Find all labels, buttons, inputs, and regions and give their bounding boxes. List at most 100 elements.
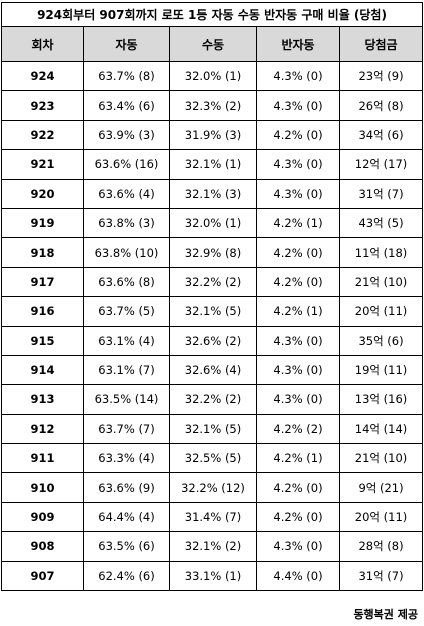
cell-prize: 26억 (8) bbox=[338, 90, 424, 121]
cell-manual: 33.1% (1) bbox=[169, 560, 257, 592]
cell-prize: 9억 (21) bbox=[338, 472, 424, 503]
cell-auto: 64.4% (4) bbox=[83, 501, 170, 533]
cell-manual: 32.1% (2) bbox=[169, 531, 257, 562]
cell-round: 913 bbox=[1, 384, 84, 415]
cell-prize: 43억 (5) bbox=[338, 207, 424, 239]
cell-semi-auto: 4.2% (0) bbox=[256, 237, 340, 268]
cell-semi-auto: 4.2% (0) bbox=[256, 119, 340, 151]
cell-round: 919 bbox=[1, 207, 84, 239]
cell-semi-auto: 4.3% (0) bbox=[256, 90, 340, 121]
cell-auto: 63.6% (9) bbox=[83, 472, 170, 503]
cell-manual: 32.9% (8) bbox=[169, 237, 257, 268]
table-row: 915 63.1% (4) 32.6% (2) 4.3% (0) 35억 (6) bbox=[1, 325, 424, 356]
cell-prize: 19억 (11) bbox=[338, 354, 424, 386]
table-row: 918 63.8% (10) 32.9% (8) 4.2% (0) 11억 (18) bbox=[1, 237, 424, 268]
cell-semi-auto: 4.3% (0) bbox=[256, 531, 340, 562]
cell-round: 907 bbox=[1, 560, 84, 592]
cell-auto: 63.3% (4) bbox=[83, 443, 170, 474]
cell-auto: 63.8% (10) bbox=[83, 237, 170, 268]
cell-manual: 32.1% (5) bbox=[169, 413, 257, 445]
cell-round: 915 bbox=[1, 325, 84, 356]
cell-semi-auto: 4.3% (0) bbox=[256, 325, 340, 356]
cell-semi-auto: 4.2% (1) bbox=[256, 296, 340, 327]
cell-auto: 63.6% (8) bbox=[83, 266, 170, 298]
cell-prize: 34억 (6) bbox=[338, 119, 424, 151]
cell-semi-auto: 4.2% (0) bbox=[256, 472, 340, 503]
cell-manual: 32.1% (5) bbox=[169, 296, 257, 327]
cell-round: 908 bbox=[1, 531, 84, 562]
cell-prize: 28억 (8) bbox=[338, 531, 424, 562]
cell-semi-auto: 4.3% (0) bbox=[256, 354, 340, 386]
cell-round: 909 bbox=[1, 501, 84, 533]
cell-manual: 31.9% (3) bbox=[169, 119, 257, 151]
table-row: 923 63.4% (6) 32.3% (2) 4.3% (0) 26억 (8) bbox=[1, 90, 424, 121]
cell-round: 912 bbox=[1, 413, 84, 445]
cell-manual: 32.6% (4) bbox=[169, 354, 257, 386]
table-row: 911 63.3% (4) 32.5% (5) 4.2% (1) 21억 (10) bbox=[1, 443, 424, 474]
cell-semi-auto: 4.4% (0) bbox=[256, 560, 340, 592]
table-row: 924 63.7% (8) 32.0% (1) 4.3% (0) 23억 (9) bbox=[1, 60, 424, 92]
header-auto: 자동 bbox=[83, 26, 170, 62]
cell-prize: 21억 (10) bbox=[338, 266, 424, 298]
table-row: 922 63.9% (3) 31.9% (3) 4.2% (0) 34억 (6) bbox=[1, 119, 424, 151]
cell-semi-auto: 4.2% (1) bbox=[256, 443, 340, 474]
table-row: 910 63.6% (9) 32.2% (12) 4.2% (0) 9억 (21) bbox=[1, 472, 424, 503]
cell-auto: 63.1% (4) bbox=[83, 325, 170, 356]
cell-manual: 32.5% (5) bbox=[169, 443, 257, 474]
cell-auto: 63.5% (6) bbox=[83, 531, 170, 562]
cell-semi-auto: 4.2% (1) bbox=[256, 207, 340, 239]
cell-round: 914 bbox=[1, 354, 84, 386]
cell-manual: 32.6% (2) bbox=[169, 325, 257, 356]
table-title: 924회부터 907회까지 로또 1등 자동 수동 반자동 구매 비율 (당첨) bbox=[0, 2, 424, 27]
cell-auto: 63.7% (7) bbox=[83, 413, 170, 445]
header-prize: 당첨금 bbox=[338, 26, 424, 62]
cell-manual: 32.2% (2) bbox=[169, 384, 257, 415]
cell-auto: 63.7% (5) bbox=[83, 296, 170, 327]
cell-prize: 20억 (11) bbox=[338, 501, 424, 533]
cell-auto: 63.5% (14) bbox=[83, 384, 170, 415]
cell-auto: 63.4% (6) bbox=[83, 90, 170, 121]
cell-manual: 32.2% (12) bbox=[169, 472, 257, 503]
table-row: 916 63.7% (5) 32.1% (5) 4.2% (1) 20억 (11) bbox=[1, 296, 424, 327]
cell-round: 922 bbox=[1, 119, 84, 151]
cell-manual: 32.3% (2) bbox=[169, 90, 257, 121]
cell-round: 923 bbox=[1, 90, 84, 121]
cell-auto: 63.8% (3) bbox=[83, 207, 170, 239]
table-row: 920 63.6% (4) 32.1% (3) 4.3% (0) 31억 (7) bbox=[1, 178, 424, 209]
cell-manual: 32.1% (1) bbox=[169, 149, 257, 180]
table-header-row: 회차 자동 수동 반자동 당첨금 bbox=[1, 26, 424, 62]
cell-prize: 23억 (9) bbox=[338, 60, 424, 92]
header-manual: 수동 bbox=[169, 26, 257, 62]
source-credit: 동행복권 제공 bbox=[353, 608, 418, 621]
lotto-ratio-table: 924회부터 907회까지 로또 1등 자동 수동 반자동 구매 비율 (당첨)… bbox=[0, 2, 424, 592]
table-row: 912 63.7% (7) 32.1% (5) 4.2% (2) 14억 (14) bbox=[1, 413, 424, 445]
table-row: 919 63.8% (3) 32.0% (1) 4.2% (1) 43억 (5) bbox=[1, 207, 424, 239]
cell-semi-auto: 4.3% (0) bbox=[256, 178, 340, 209]
cell-semi-auto: 4.2% (0) bbox=[256, 266, 340, 298]
header-round: 회차 bbox=[1, 26, 84, 62]
cell-round: 924 bbox=[1, 60, 84, 92]
table-row: 909 64.4% (4) 31.4% (7) 4.2% (0) 20억 (11) bbox=[1, 501, 424, 533]
table-row: 908 63.5% (6) 32.1% (2) 4.3% (0) 28억 (8) bbox=[1, 531, 424, 562]
cell-round: 916 bbox=[1, 296, 84, 327]
cell-prize: 20억 (11) bbox=[338, 296, 424, 327]
cell-semi-auto: 4.2% (0) bbox=[256, 501, 340, 533]
table-title-row: 924회부터 907회까지 로또 1등 자동 수동 반자동 구매 비율 (당첨) bbox=[0, 2, 424, 27]
cell-manual: 31.4% (7) bbox=[169, 501, 257, 533]
header-semi-auto: 반자동 bbox=[256, 26, 340, 62]
cell-auto: 62.4% (6) bbox=[83, 560, 170, 592]
table-row: 914 63.1% (7) 32.6% (4) 4.3% (0) 19억 (11) bbox=[1, 354, 424, 386]
cell-prize: 11억 (18) bbox=[338, 237, 424, 268]
cell-manual: 32.0% (1) bbox=[169, 60, 257, 92]
cell-prize: 12억 (17) bbox=[338, 149, 424, 180]
cell-auto: 63.9% (3) bbox=[83, 119, 170, 151]
cell-manual: 32.2% (2) bbox=[169, 266, 257, 298]
cell-round: 920 bbox=[1, 178, 84, 209]
cell-prize: 14억 (14) bbox=[338, 413, 424, 445]
cell-semi-auto: 4.3% (0) bbox=[256, 60, 340, 92]
cell-auto: 63.6% (4) bbox=[83, 178, 170, 209]
cell-round: 921 bbox=[1, 149, 84, 180]
cell-semi-auto: 4.3% (0) bbox=[256, 149, 340, 180]
cell-prize: 21억 (10) bbox=[338, 443, 424, 474]
